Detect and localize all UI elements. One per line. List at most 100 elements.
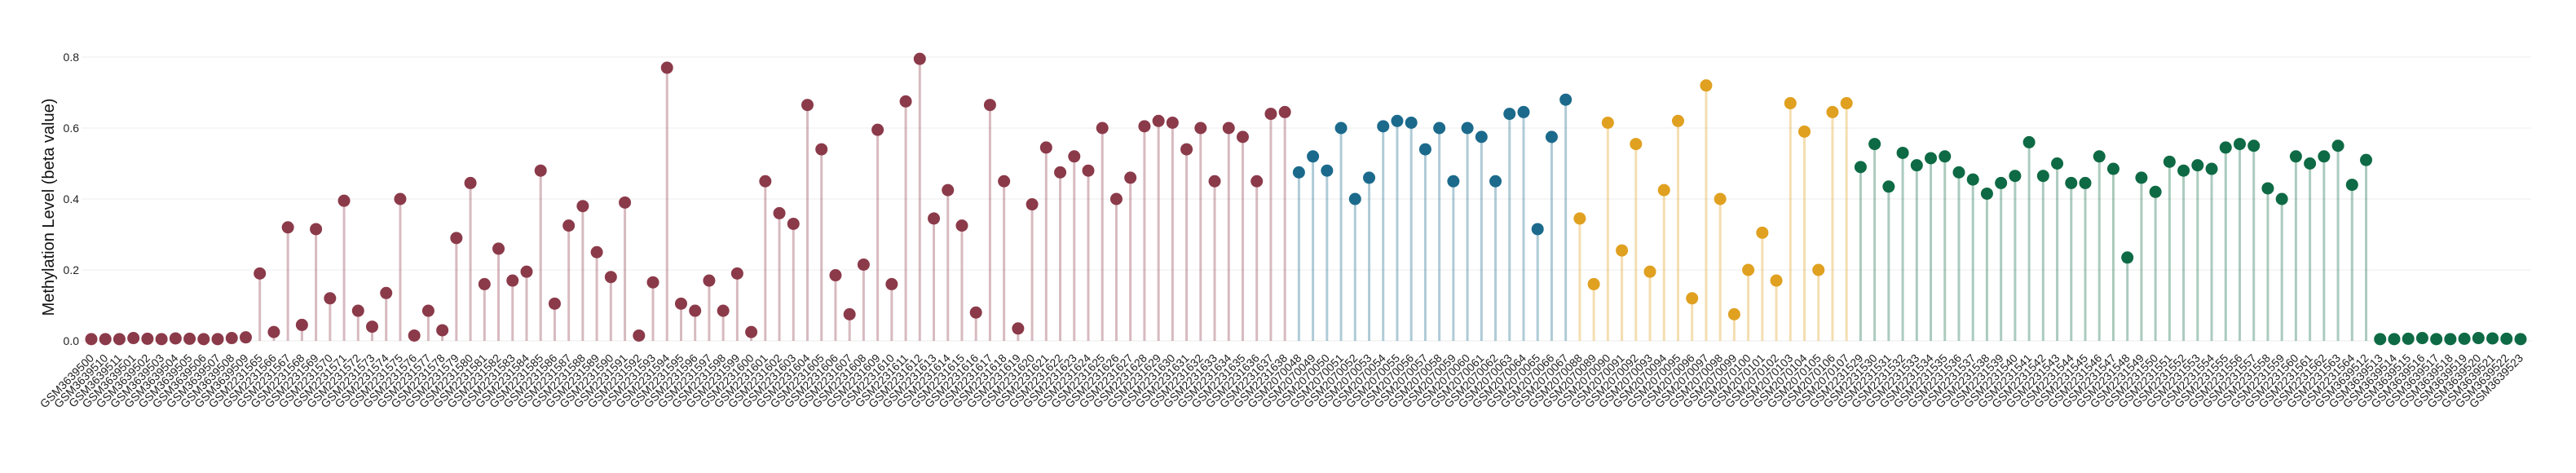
lollipop-point bbox=[619, 196, 632, 209]
lollipop-point bbox=[281, 221, 294, 234]
lollipop-point bbox=[1756, 226, 1769, 239]
lollipop-point bbox=[1348, 192, 1361, 206]
lollipop-point bbox=[112, 333, 126, 346]
lollipop-point bbox=[1812, 263, 1825, 276]
lollipop-point bbox=[857, 258, 870, 271]
lollipop-point bbox=[2374, 333, 2387, 346]
lollipop-point bbox=[99, 333, 112, 346]
lollipop-point bbox=[829, 269, 842, 282]
lollipop-point bbox=[1840, 97, 1853, 110]
lollipop-point bbox=[2486, 332, 2499, 345]
lollipop-point bbox=[1194, 122, 1207, 135]
lollipop-point bbox=[141, 332, 154, 345]
lollipop-point bbox=[1363, 171, 1376, 184]
lollipop-point bbox=[1784, 97, 1797, 110]
lollipop-point bbox=[801, 99, 814, 112]
lollipop-point bbox=[2163, 155, 2176, 168]
lollipop-point bbox=[1545, 130, 1558, 144]
lollipop-point bbox=[2514, 333, 2527, 346]
lollipop-point bbox=[913, 52, 926, 65]
lollipop-point bbox=[2345, 179, 2358, 192]
lollipop-point bbox=[1251, 175, 1264, 188]
lollipop-point bbox=[1798, 125, 1811, 138]
lollipop-point bbox=[1039, 141, 1052, 154]
x-axis: GSM3639500GSM3639510GSM3639511GSM3639501… bbox=[37, 351, 2526, 411]
lollipop-point bbox=[2106, 162, 2119, 175]
lollipop-point bbox=[394, 192, 407, 206]
lollipop-point bbox=[843, 307, 856, 320]
lollipop-point bbox=[408, 329, 421, 342]
lollipop-point bbox=[2289, 150, 2302, 163]
lollipop-point bbox=[2191, 159, 2204, 172]
lollipop-point bbox=[2402, 332, 2415, 345]
lollipop-point bbox=[1433, 122, 1446, 135]
lollipop-point bbox=[604, 271, 617, 284]
stems bbox=[90, 59, 2522, 341]
lollipop-point bbox=[310, 223, 323, 236]
lollipop-point bbox=[1657, 183, 1670, 197]
y-tick-label: 0.8 bbox=[64, 51, 80, 64]
lollipop-point bbox=[1096, 122, 1109, 135]
lollipop-point bbox=[1012, 322, 1025, 335]
lollipop-point bbox=[2304, 157, 2317, 170]
lollipop-point bbox=[942, 183, 955, 197]
lollipop-point bbox=[1573, 212, 1586, 225]
lollipop-point bbox=[1068, 150, 1081, 163]
lollipop-point bbox=[1925, 152, 1938, 165]
lollipop-point bbox=[1616, 244, 1629, 257]
lollipop-point bbox=[1264, 108, 1277, 121]
lollipop-point bbox=[899, 95, 912, 108]
lollipop-point bbox=[1292, 166, 1305, 179]
lollipop-point bbox=[2318, 150, 2331, 163]
lollipop-point bbox=[351, 304, 364, 317]
lollipop-point bbox=[1489, 175, 1502, 188]
lollipop-point bbox=[2022, 135, 2036, 148]
lollipop-point bbox=[295, 318, 308, 331]
lollipop-point bbox=[1896, 146, 1909, 159]
lollipop-point bbox=[1727, 307, 1740, 320]
lollipop-point bbox=[2500, 332, 2513, 345]
lollipop-point bbox=[1278, 105, 1291, 118]
lollipop-point bbox=[421, 304, 434, 317]
lollipop-point bbox=[1334, 122, 1348, 135]
y-tick-label: 0.4 bbox=[64, 192, 80, 206]
lollipop-point bbox=[1671, 114, 1684, 127]
lollipop-point bbox=[506, 274, 519, 287]
lollipop-point bbox=[324, 292, 337, 305]
lollipop-point bbox=[2472, 332, 2485, 345]
lollipop-point bbox=[1995, 176, 2008, 189]
lollipop-point bbox=[254, 267, 267, 280]
lollipop-point bbox=[1222, 122, 1235, 135]
lollipop-point bbox=[2036, 170, 2049, 183]
grid bbox=[82, 56, 2531, 342]
lollipop-point bbox=[155, 333, 168, 346]
lollipop-point bbox=[1054, 166, 1067, 179]
lollipop-point bbox=[2009, 170, 2022, 183]
lollipop-point bbox=[1630, 138, 1643, 151]
lollipop-point bbox=[1868, 138, 1881, 151]
lollipop-point bbox=[1882, 180, 1895, 193]
lollipop-point bbox=[1377, 120, 1390, 133]
lollipop-point bbox=[689, 304, 702, 317]
lollipop-point bbox=[1643, 265, 1656, 278]
lollipop-point bbox=[1475, 130, 1488, 144]
lollipop-point bbox=[2275, 192, 2288, 206]
lollipop-point bbox=[969, 306, 982, 319]
lollipop-point bbox=[1503, 108, 1516, 121]
lollipop-point bbox=[127, 332, 140, 345]
lollipop-point bbox=[1109, 192, 1123, 206]
lollipop-point bbox=[1517, 105, 1530, 118]
lollipop-point bbox=[2233, 138, 2246, 151]
lollipop-point bbox=[1405, 116, 1418, 129]
lollipop-point bbox=[703, 274, 716, 287]
lollipop-point bbox=[450, 232, 463, 245]
lollipop-point bbox=[380, 286, 393, 299]
lollipop-point bbox=[225, 332, 238, 345]
lollipop-point bbox=[2415, 332, 2428, 345]
lollipop-point bbox=[1531, 223, 1544, 236]
lollipop-point bbox=[1447, 175, 1460, 188]
lollipop-point bbox=[169, 332, 182, 345]
lollipop-point bbox=[998, 175, 1011, 188]
lollipop-point bbox=[1461, 122, 1474, 135]
lollipop-point bbox=[1686, 292, 1699, 305]
